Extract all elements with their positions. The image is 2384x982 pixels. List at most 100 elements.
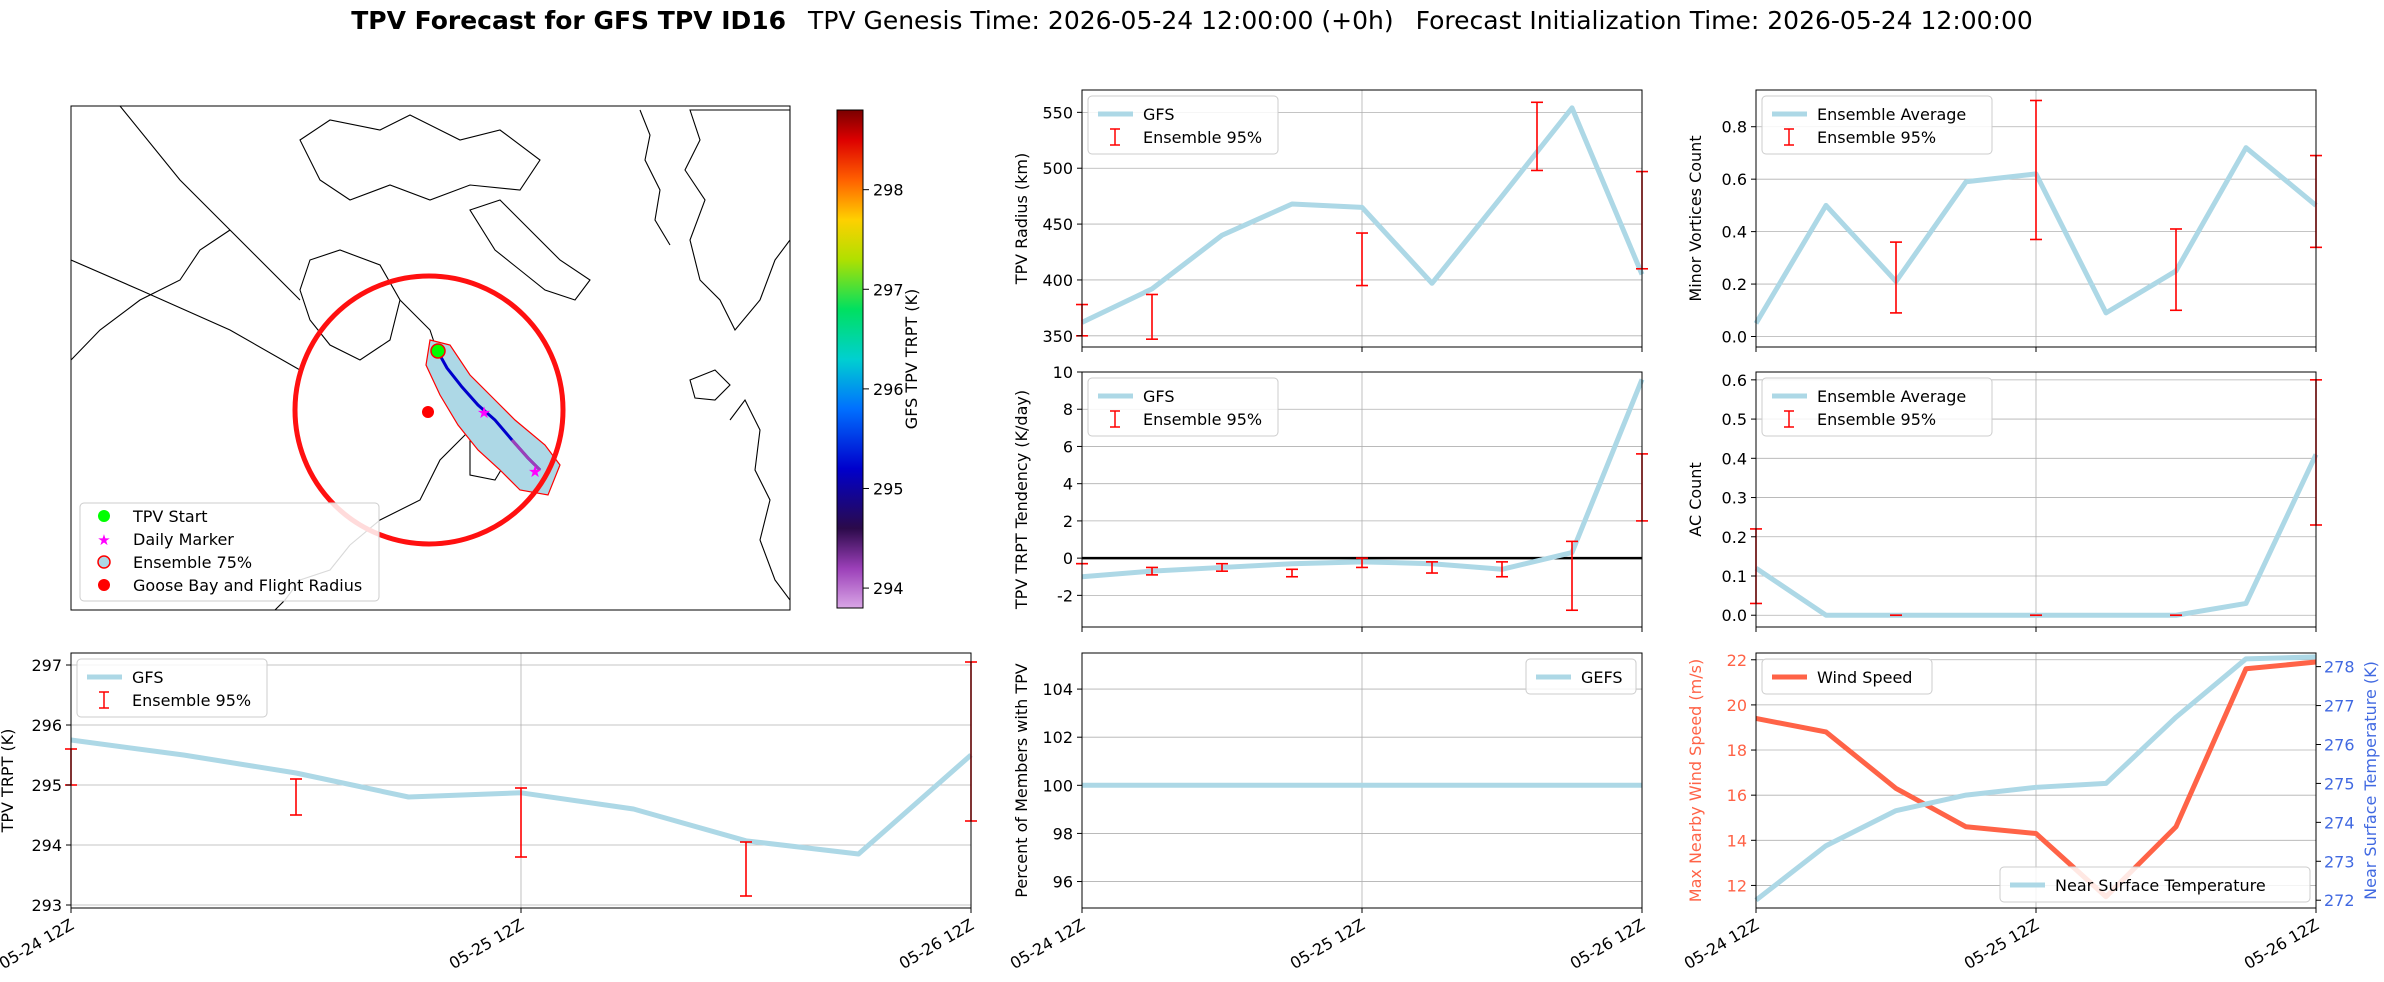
minor-vortices-panel: 0.0 0.2 0.4 0.6 0.8 Minor Vortices Count Ensem… xyxy=(1686,89,2322,352)
tpv-start-marker xyxy=(430,343,446,359)
x-tick-label: 05-25 12Z xyxy=(1961,915,2042,973)
chart-legend: GFS Ensemble 95% xyxy=(1087,377,1279,437)
y-tick-label: 22 xyxy=(1727,651,1747,670)
map-legend-label: TPV Start xyxy=(132,507,208,526)
x-tick-label: 05-24 12Z xyxy=(0,915,77,973)
y-tick-label: 0.2 xyxy=(1722,528,1747,547)
y-tick-label: 295 xyxy=(31,776,62,795)
y-tick-label: 550 xyxy=(1042,103,1073,122)
error-bar xyxy=(1146,566,1158,576)
y-tick-label: 0.4 xyxy=(1722,223,1747,242)
chart-legend: GEFS xyxy=(1525,658,1637,695)
wind-temperature-panel: 12 14 16 18 20 22 272 273 274 275 276 277 278 05-24 1… xyxy=(1681,651,2380,973)
y-tick-label: 400 xyxy=(1042,271,1073,290)
y-tick-label: 0.3 xyxy=(1722,489,1747,508)
x-tick-label: 05-26 12Z xyxy=(896,915,977,973)
y-tick-label: 296 xyxy=(31,716,62,735)
coastlines xyxy=(71,106,790,610)
y-tick-label: 0.8 xyxy=(1722,118,1747,137)
coast-iceland xyxy=(689,369,731,401)
coast-alaska xyxy=(71,229,231,361)
colorbar-tick-label: 296 xyxy=(873,380,904,399)
legend-errorbar xyxy=(99,691,109,709)
y-tick-label: 10 xyxy=(1053,363,1073,382)
error-bar xyxy=(2170,228,2182,312)
daily-marker-1: ★ xyxy=(477,403,491,422)
trpt-panel: 293 294 295 296 297 05-24 12Z 05-25 12Z 05-26 1… xyxy=(0,652,977,973)
chart-legend: Near Surface Temperature xyxy=(1999,866,2311,903)
y-axis-label: TPV Radius (km) xyxy=(1012,153,1031,286)
y-tick-label-right: 277 xyxy=(2324,697,2355,716)
legend-marker-circle xyxy=(98,579,110,591)
y-tick-label: 500 xyxy=(1042,159,1073,178)
title-bold: TPV Forecast for GFS TPV ID16 xyxy=(351,6,787,35)
colorbar-tick-label: 297 xyxy=(873,280,904,299)
y-tick-label-right: 275 xyxy=(2324,774,2355,793)
legend-label: GEFS xyxy=(1581,668,1623,687)
percent-members-panel: 96 98 100 102 104 05-24 12Z 05-25 12Z 05-26 12Z… xyxy=(1007,652,1648,973)
legend-label: GFS xyxy=(1143,387,1174,406)
legend-label: Ensemble 95% xyxy=(1817,128,1936,147)
title-genesis: TPV Genesis Time: 2026-05-24 12:00:00 (+… xyxy=(808,6,1394,35)
y-tick-label: 104 xyxy=(1042,680,1073,699)
error-bar xyxy=(1286,568,1298,578)
coast-arctic-islands xyxy=(299,114,541,201)
coast-baffin xyxy=(469,199,591,301)
ac-count-panel: 0.0 0.1 0.2 0.3 0.4 0.5 0.6 AC Count Ensemble Av… xyxy=(1686,371,2322,632)
map-panel: ★ ★ TPV Start ★ Daily Marker Ensemble 75% Go… xyxy=(70,105,791,611)
error-bar xyxy=(1496,561,1508,578)
y-tick-label: 294 xyxy=(31,836,62,855)
chart-legend: GFS Ensemble 95% xyxy=(76,658,268,718)
y-tick-label-right: 273 xyxy=(2324,852,2355,871)
y-tick-label: 0.5 xyxy=(1722,410,1747,429)
error-bar xyxy=(1426,561,1438,574)
x-tick-label: 05-26 12Z xyxy=(2241,915,2322,973)
title-init: Forecast Initialization Time: 2026-05-24… xyxy=(1415,6,2033,35)
legend-label: Ensemble 95% xyxy=(1143,410,1262,429)
error-bar xyxy=(1146,293,1158,340)
map-legend-label: Daily Marker xyxy=(133,530,234,549)
series-line-wind-speed xyxy=(1755,659,2317,900)
coast-greenland xyxy=(684,109,790,331)
y-tick-label: 0.6 xyxy=(1722,371,1747,390)
y-tick-label: 14 xyxy=(1727,831,1747,850)
error-bar xyxy=(2030,99,2042,241)
y-tick-label-right: 272 xyxy=(2324,891,2355,910)
y-tick-label: 96 xyxy=(1053,873,1073,892)
error-bar xyxy=(1890,241,1902,314)
y-tick-label: 8 xyxy=(1063,400,1073,419)
legend-marker-star: ★ xyxy=(97,531,110,549)
series-line-gfs xyxy=(1080,105,1645,325)
tendency-panel: -2 0 2 4 6 8 10 TPV TRPT Tendency (K/day) GFS Ens… xyxy=(1012,363,1648,632)
political-border-2 xyxy=(71,259,301,371)
political-border xyxy=(119,106,301,301)
y-tick-label: 16 xyxy=(1727,786,1747,805)
colorbar-tick-label: 294 xyxy=(873,579,904,598)
chart-legend: Ensemble Average Ensemble 95% xyxy=(1761,95,1993,155)
legend-errorbar xyxy=(1784,128,1794,146)
y-tick-label: 12 xyxy=(1727,876,1747,895)
y-tick-label: 20 xyxy=(1727,696,1747,715)
y-axis-label: TPV TRPT (K) xyxy=(0,729,17,834)
colorbar-tick-label: 295 xyxy=(873,479,904,498)
error-bar xyxy=(1216,562,1228,572)
y-tick-label-right: 278 xyxy=(2324,658,2355,677)
y-tick-label: 0.1 xyxy=(1722,567,1747,586)
y-tick-label: 0.4 xyxy=(1722,449,1747,468)
legend-label: Ensemble 95% xyxy=(132,691,251,710)
chart-legend: Wind Speed xyxy=(1761,658,1933,695)
y-tick-label: 293 xyxy=(31,896,62,915)
map-legend-label: Goose Bay and Flight Radius xyxy=(133,576,362,595)
x-tick-label: 05-26 12Z xyxy=(1567,915,1648,973)
coast-hudson-bay xyxy=(299,249,401,361)
y-tick-label: 100 xyxy=(1042,776,1073,795)
error-bar xyxy=(515,787,527,858)
colorbar-tick-label: 298 xyxy=(873,181,904,200)
legend-label: GFS xyxy=(1143,105,1174,124)
y-axis-label: AC Count xyxy=(1686,462,1705,536)
y-tick-label: 0 xyxy=(1063,549,1073,568)
legend-label: Near Surface Temperature xyxy=(2055,876,2266,895)
colorbar-label: GFS TPV TRPT (K) xyxy=(902,289,921,429)
map-legend-label: Ensemble 75% xyxy=(133,553,252,572)
legend-label: GFS xyxy=(132,668,163,687)
